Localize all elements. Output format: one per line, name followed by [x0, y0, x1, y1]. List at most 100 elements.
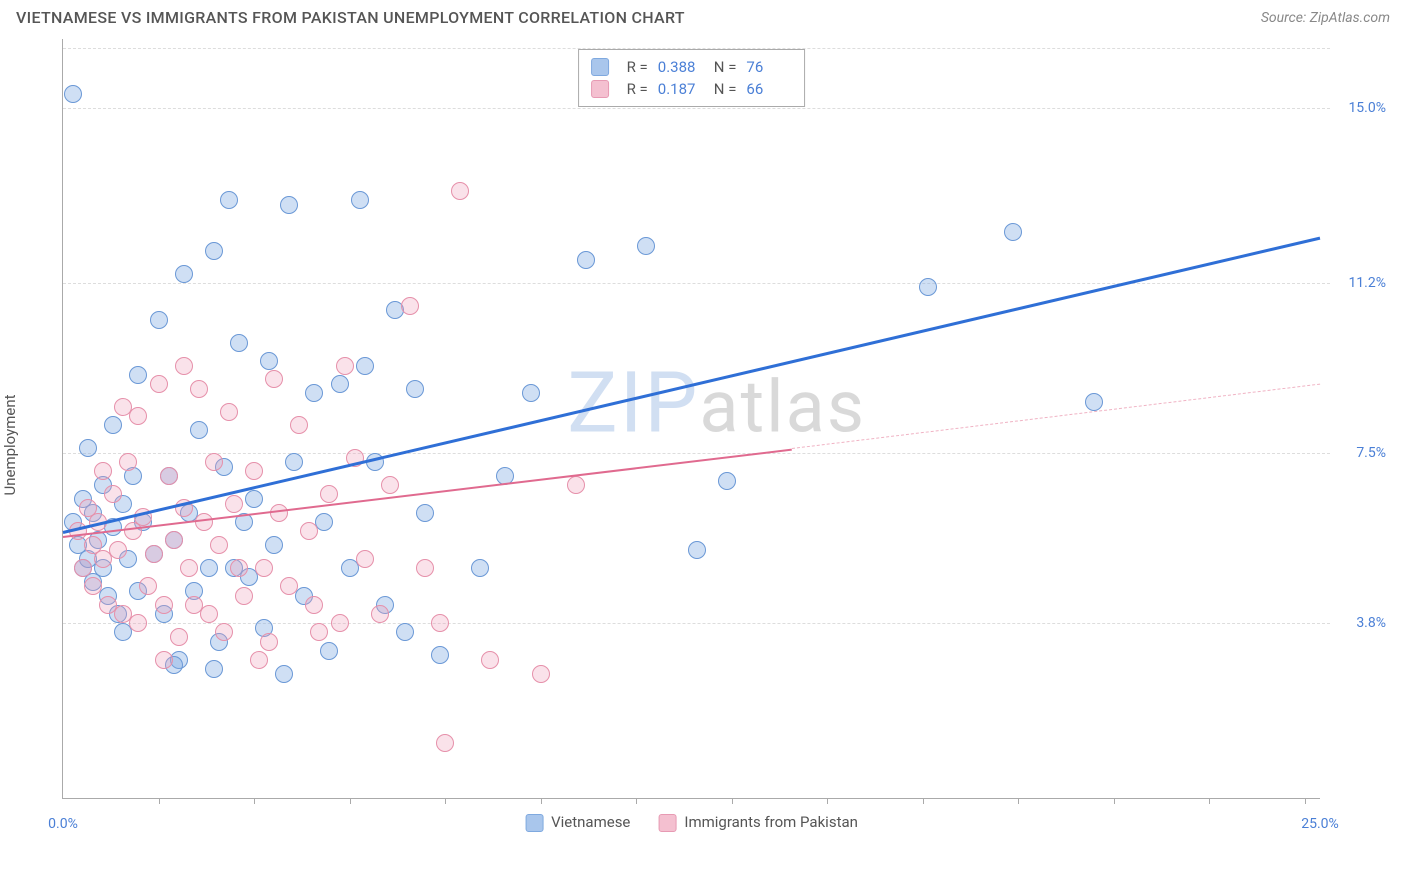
- scatter-point: [320, 642, 338, 660]
- scatter-point: [331, 375, 349, 393]
- scatter-point: [336, 357, 354, 375]
- gridline-h: [63, 108, 1330, 109]
- x-tick: [1209, 798, 1210, 804]
- x-tick-label: 0.0%: [48, 816, 78, 832]
- x-tick: [159, 798, 160, 804]
- legend-item-label: Immigrants from Pakistan: [684, 813, 858, 831]
- scatter-point: [170, 628, 188, 646]
- scatter-point: [175, 357, 193, 375]
- scatter-point: [84, 577, 102, 595]
- gridline-h: [63, 283, 1330, 284]
- scatter-point: [285, 453, 303, 471]
- scatter-point: [320, 485, 338, 503]
- scatter-point: [129, 407, 147, 425]
- scatter-point: [230, 334, 248, 352]
- scatter-point: [567, 476, 585, 494]
- scatter-point: [250, 651, 268, 669]
- scatter-point: [119, 453, 137, 471]
- scatter-point: [637, 237, 655, 255]
- scatter-point: [265, 536, 283, 554]
- scatter-point: [215, 623, 233, 641]
- scatter-point: [160, 467, 178, 485]
- scatter-point: [431, 614, 449, 632]
- source-prefix: Source:: [1261, 10, 1310, 26]
- scatter-point: [64, 85, 82, 103]
- scatter-point: [150, 375, 168, 393]
- scatter-point: [190, 421, 208, 439]
- scatter-point: [205, 453, 223, 471]
- blue-swatch-icon: [525, 814, 543, 832]
- scatter-point: [356, 550, 374, 568]
- scatter-point: [1085, 393, 1103, 411]
- scatter-point: [175, 265, 193, 283]
- chart-source: Source: ZipAtlas.com: [1261, 10, 1390, 26]
- scatter-point: [94, 462, 112, 480]
- scatter-point: [190, 380, 208, 398]
- scatter-point: [356, 357, 374, 375]
- scatter-point: [200, 559, 218, 577]
- x-tick: [254, 798, 255, 804]
- chart-title: VIETNAMESE VS IMMIGRANTS FROM PAKISTAN U…: [16, 8, 685, 27]
- x-tick: [1018, 798, 1019, 804]
- scatter-point: [145, 545, 163, 563]
- scatter-point: [280, 577, 298, 595]
- scatter-point: [129, 366, 147, 384]
- y-tick-label: 15.0%: [1330, 100, 1386, 116]
- scatter-point: [431, 646, 449, 664]
- y-tick-label: 7.5%: [1330, 445, 1386, 461]
- x-tick: [1114, 798, 1115, 804]
- scatter-point: [225, 495, 243, 513]
- scatter-point: [155, 651, 173, 669]
- scatter-point: [471, 559, 489, 577]
- scatter-point: [310, 623, 328, 641]
- scatter-point: [165, 531, 183, 549]
- scatter-point: [129, 614, 147, 632]
- scatter-point: [280, 196, 298, 214]
- scatter-point: [150, 311, 168, 329]
- vietnamese-swatch-icon: [591, 58, 609, 76]
- scatter-point: [275, 665, 293, 683]
- scatter-point: [205, 660, 223, 678]
- r-value: 0.187: [658, 80, 704, 98]
- scatter-point: [371, 605, 389, 623]
- y-axis-label: Unemployment: [1, 394, 19, 495]
- scatter-point: [305, 384, 323, 402]
- r-label: R =: [627, 80, 648, 98]
- gridline-h: [63, 623, 1330, 624]
- x-tick: [636, 798, 637, 804]
- scatter-point: [235, 587, 253, 605]
- legend-item: Vietnamese: [525, 813, 630, 832]
- y-tick-label: 3.8%: [1330, 615, 1386, 631]
- r-value: 0.388: [658, 58, 704, 76]
- plot-area: ZIPatlas R =0.388N =76R =0.187N =66 Viet…: [62, 39, 1320, 799]
- gridline-h: [63, 453, 1330, 454]
- scatter-point: [260, 352, 278, 370]
- correlation-legend: R =0.388N =76R =0.187N =66: [578, 49, 806, 107]
- chart-header: VIETNAMESE VS IMMIGRANTS FROM PAKISTAN U…: [0, 0, 1406, 31]
- scatter-point: [114, 398, 132, 416]
- x-tick: [541, 798, 542, 804]
- legend-item-label: Vietnamese: [551, 813, 630, 831]
- scatter-point: [195, 513, 213, 531]
- n-label: N =: [714, 58, 737, 76]
- trend-line: [792, 384, 1320, 449]
- scatter-point: [305, 596, 323, 614]
- scatter-point: [255, 559, 273, 577]
- legend-stats-row: R =0.388N =76: [591, 56, 793, 78]
- scatter-point: [577, 251, 595, 269]
- scatter-point: [139, 577, 157, 595]
- trend-line: [63, 448, 792, 537]
- x-tick: [827, 798, 828, 804]
- scatter-point: [104, 485, 122, 503]
- scatter-point: [331, 614, 349, 632]
- n-label: N =: [714, 80, 737, 98]
- scatter-point: [451, 182, 469, 200]
- scatter-point: [481, 651, 499, 669]
- x-tick: [445, 798, 446, 804]
- scatter-point: [351, 191, 369, 209]
- scatter-point: [718, 472, 736, 490]
- scatter-point: [245, 490, 263, 508]
- legend-item: Immigrants from Pakistan: [658, 813, 858, 832]
- scatter-point: [265, 370, 283, 388]
- scatter-point: [436, 734, 454, 752]
